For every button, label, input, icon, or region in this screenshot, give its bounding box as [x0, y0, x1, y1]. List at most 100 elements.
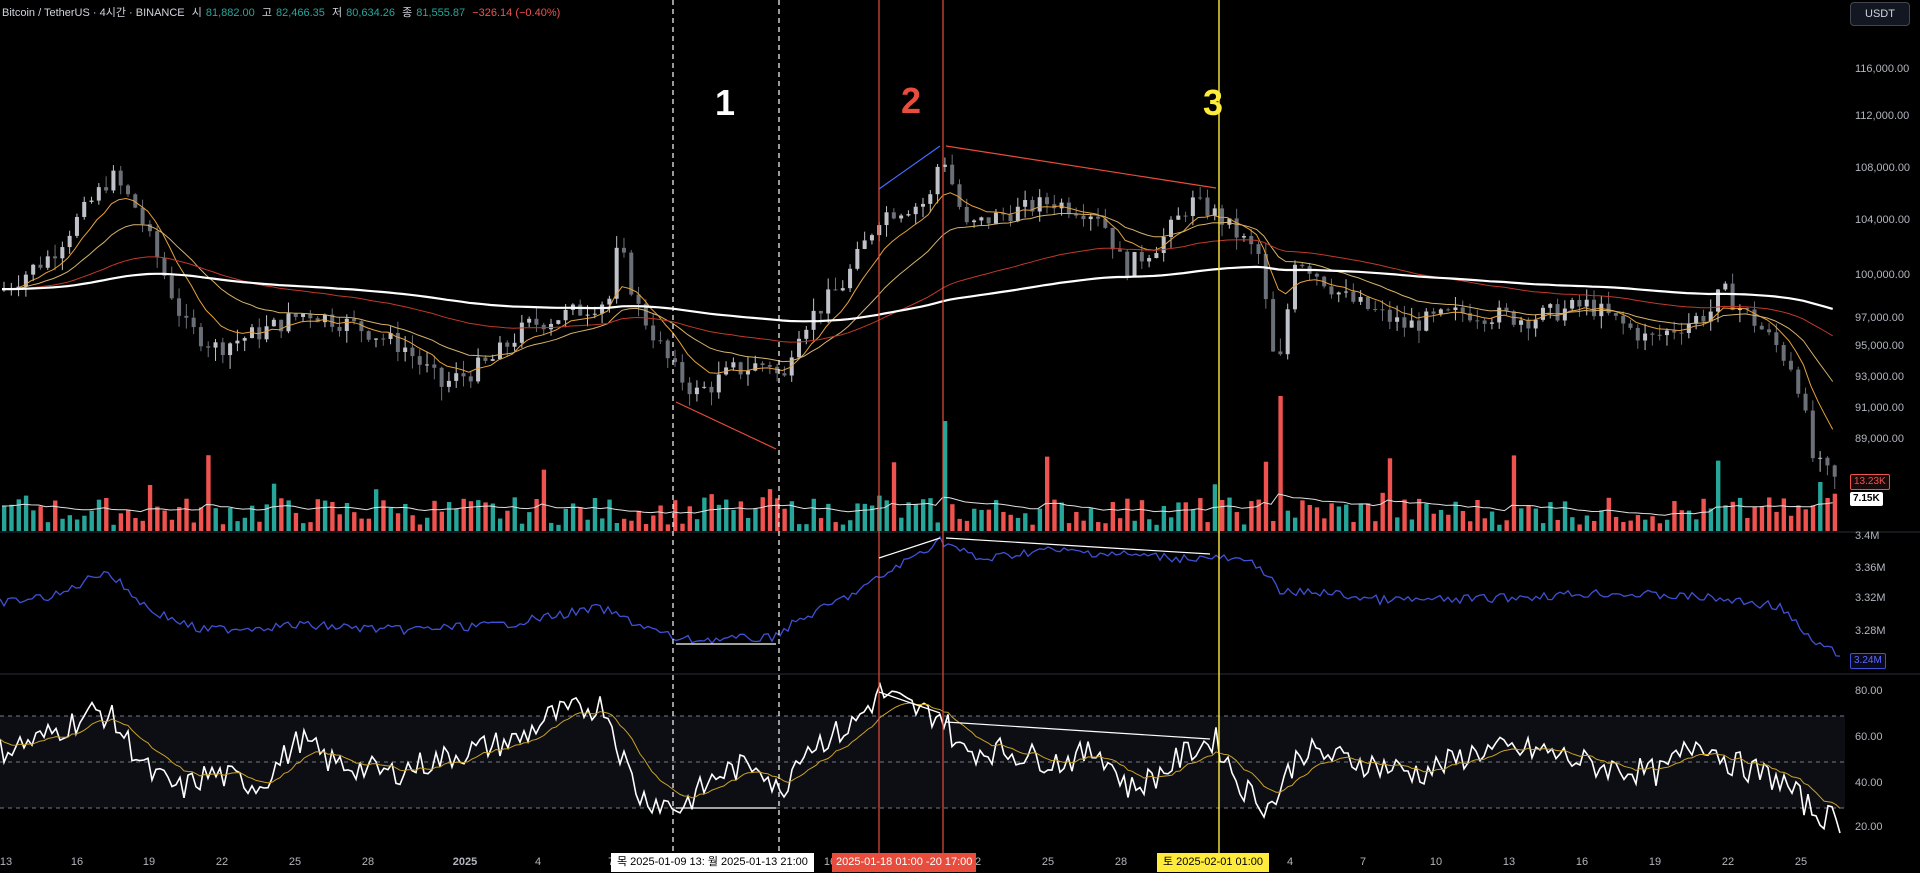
candle-body [1292, 264, 1297, 310]
volume-bar [1730, 501, 1735, 531]
volume-bar [1044, 456, 1050, 531]
candle-body [1139, 252, 1144, 262]
time-tick-label: 22 [215, 856, 229, 868]
volume-bar [519, 523, 525, 531]
volume-bar [89, 510, 94, 531]
volume-bar [1475, 499, 1480, 531]
candle-body [665, 340, 670, 359]
candle-body [1723, 283, 1728, 290]
candle-body [228, 343, 233, 356]
volume-bar [1037, 508, 1043, 531]
volume-bar [1424, 503, 1429, 531]
candle-body [1482, 320, 1487, 324]
volume-bar [716, 504, 722, 531]
volume-tag-sell: 13.23K [1850, 474, 1890, 490]
candle-body [1781, 345, 1786, 361]
candle-body [140, 207, 145, 225]
volume-bar [490, 503, 496, 531]
volume-bar [1168, 517, 1174, 531]
volume-bar [797, 524, 802, 531]
volume-bar [884, 500, 889, 531]
ema-line-20 [1, 213, 1834, 382]
volume-bar [1322, 518, 1327, 531]
volume-bar [147, 484, 153, 531]
candle-body [155, 231, 160, 258]
candle-body [1285, 309, 1290, 355]
candle-body [643, 303, 648, 326]
candle-body [1256, 244, 1261, 254]
volume-bar [1329, 503, 1334, 531]
volume-bar [724, 499, 729, 531]
volume-bar [1373, 521, 1378, 531]
candle-body [1074, 213, 1079, 216]
volume-bar [1446, 514, 1451, 531]
candle-body [1548, 304, 1553, 308]
currency-button[interactable]: USDT [1850, 2, 1910, 26]
candle-body [89, 200, 94, 202]
volume-bar [1147, 519, 1152, 531]
candle-body [1453, 307, 1458, 311]
candle-body [972, 220, 977, 223]
candle-body [1147, 258, 1152, 262]
candle-body [1489, 322, 1494, 324]
time-tick-label: 13 [1502, 856, 1516, 868]
candle-body [410, 347, 415, 357]
time-tick-label: 28 [1114, 856, 1128, 868]
volume-bar [322, 500, 328, 531]
rsi-tick-label: 60.00 [1855, 731, 1883, 743]
candle-body [497, 342, 502, 360]
candle-body [1168, 219, 1173, 237]
symbol-title: Bitcoin / TetherUS · 4시간 · BINANCE [2, 7, 185, 19]
volume-bar [330, 501, 335, 531]
volume-bar [1438, 509, 1444, 531]
volume-bar [651, 515, 656, 531]
rsi-tick-label: 80.00 [1855, 685, 1883, 697]
volume-bar [818, 518, 824, 531]
candle-body [286, 313, 291, 332]
candle-body [855, 248, 860, 269]
volume-bar [1154, 524, 1159, 531]
candle-body [1803, 393, 1808, 411]
volume-bar [279, 498, 284, 531]
volume-bar [972, 508, 977, 531]
volume-bar [1774, 511, 1779, 531]
volume-bar [1650, 516, 1655, 531]
candle-body [337, 326, 342, 331]
time-tick-label: 25 [1041, 856, 1055, 868]
volume-bar [16, 499, 21, 531]
volume-bar [96, 499, 102, 531]
candle-body [1096, 216, 1101, 219]
volume-bar [1234, 512, 1240, 531]
volume-bar [1548, 502, 1553, 531]
volume-bar [446, 502, 452, 531]
volume-bar [1351, 521, 1356, 531]
volume-bar [82, 515, 87, 531]
candle-body [921, 203, 926, 207]
volume-bar [811, 498, 816, 531]
candle-body [1344, 291, 1349, 293]
low-label: 저 [331, 7, 343, 19]
volume-bar [1694, 519, 1699, 531]
price-tick-label: 108,000.00 [1855, 162, 1911, 174]
volume-bar [534, 499, 539, 531]
candle-body [621, 247, 626, 253]
candle-body [439, 367, 444, 387]
volume-bar [315, 499, 321, 531]
date-range-box-3: 토 2025-02-01 01:00 [1157, 853, 1270, 872]
candle-body [206, 346, 211, 348]
candle-body [913, 206, 918, 215]
candle-body [1278, 351, 1283, 355]
volume-bar [1672, 501, 1677, 531]
candle-body [1395, 317, 1400, 322]
volume-bar [592, 498, 598, 531]
candle-body [1023, 200, 1028, 207]
volume-bar [1052, 499, 1057, 531]
price-tick-label: 100,000.00 [1855, 269, 1911, 281]
volume-bar [249, 505, 255, 531]
candle-body [1606, 303, 1611, 314]
candle-body [680, 362, 685, 383]
obv-tick-label: 3.32M [1855, 592, 1886, 604]
volume-bar [1198, 498, 1203, 531]
volume-bar [1190, 509, 1196, 531]
